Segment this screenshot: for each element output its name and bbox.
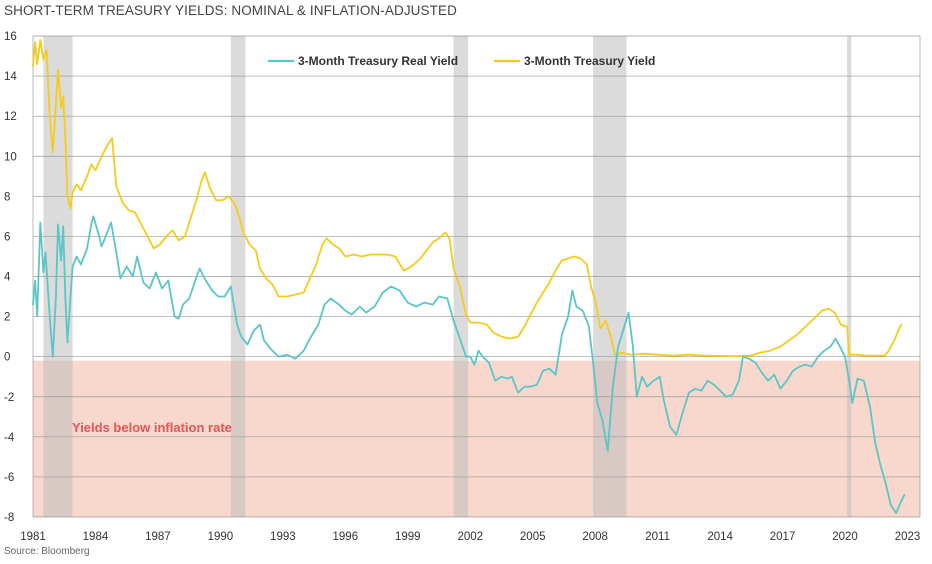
x-tick-label: 2011 — [645, 531, 670, 543]
x-tick-label: 1993 — [270, 531, 296, 543]
x-tick-label: 2017 — [770, 531, 796, 543]
y-tick-label: 4 — [4, 272, 11, 284]
x-tick-label: 1996 — [333, 531, 359, 543]
y-tick-label: 6 — [4, 231, 10, 243]
x-tick-label: 1981 — [20, 531, 46, 543]
x-tick-label: 2020 — [832, 531, 858, 543]
x-tick-label: 1999 — [395, 531, 421, 543]
source-note: Source: Bloomberg — [4, 546, 90, 557]
x-tick-label: 1990 — [208, 531, 234, 543]
x-tick-label: 2005 — [520, 531, 546, 543]
negative-region-layer — [33, 360, 920, 517]
y-tick-label: -6 — [4, 472, 14, 484]
y-tick-label: 0 — [4, 352, 10, 364]
y-tick-label: 8 — [4, 191, 10, 203]
x-tick-label: 2023 — [895, 531, 921, 543]
y-tick-label: 10 — [4, 151, 17, 163]
below-inflation-annotation: Yields below inflation rate — [72, 420, 232, 435]
y-tick-label: -4 — [4, 432, 15, 444]
legend-layer: 3-Month Treasury Real Yield 3-Month Treas… — [268, 54, 655, 68]
nominal-yield-line — [32, 39, 903, 357]
y-tick-label: 2 — [4, 312, 10, 324]
y-tick-labels-layer: -8 -6 -4 -2 0 2 4 6 8 10 12 14 16 — [4, 31, 17, 524]
x-tick-label: 2002 — [457, 531, 483, 543]
negative-yield-region — [33, 360, 920, 517]
x-tick-label: 2008 — [582, 531, 608, 543]
x-tick-label: 1987 — [145, 531, 171, 543]
gridlines-layer — [32, 35, 921, 518]
legend-label-0: 3-Month Treasury Real Yield — [298, 54, 458, 68]
annotation-layer: Yields below inflation rate — [72, 420, 232, 435]
chart-title: SHORT-TERM TREASURY YIELDS: NOMINAL & IN… — [4, 3, 457, 18]
y-tick-label: 14 — [4, 71, 17, 83]
series-lines-layer — [32, 39, 906, 514]
x-tick-label: 2014 — [707, 531, 733, 543]
y-tick-label: -2 — [4, 392, 14, 404]
x-tick-labels-layer: 1981 1984 1987 1990 1993 1996 1999 2002 2005 2008… — [20, 531, 920, 543]
y-tick-label: 12 — [4, 111, 17, 123]
y-tick-label: 16 — [4, 31, 17, 43]
x-tick-label: 1984 — [83, 531, 109, 543]
real-yield-line — [32, 215, 906, 514]
y-tick-label: -8 — [4, 512, 14, 524]
legend-label-1: 3-Month Treasury Yield — [524, 54, 655, 68]
